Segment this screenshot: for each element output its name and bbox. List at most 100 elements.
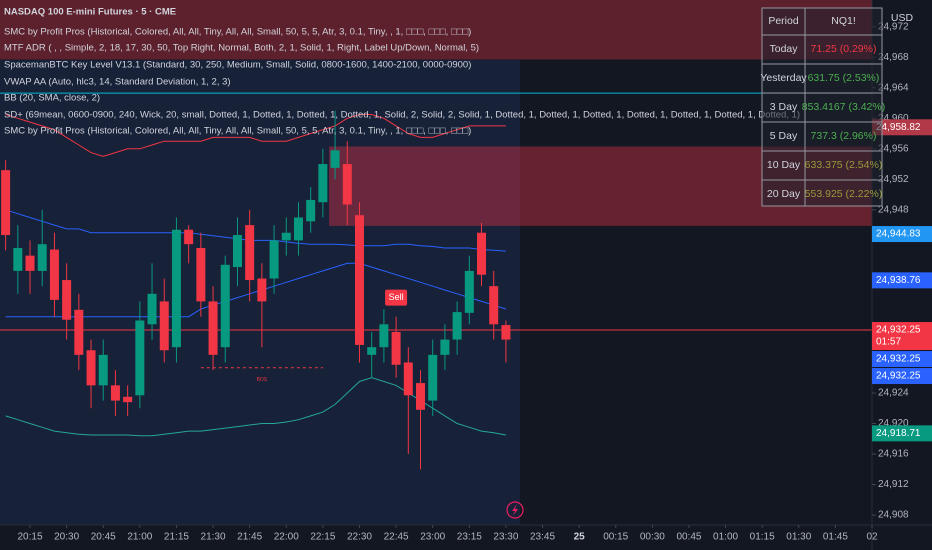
table-header: NQ1! — [831, 15, 856, 27]
x-tick-label: 01:00 — [713, 532, 738, 543]
currency[interactable]: USD — [891, 12, 914, 24]
table-cell: 71.25 (0.29%) — [811, 43, 877, 55]
indicator-legend[interactable]: SD+ (69mean, 0600-0900, 240, Wick, 20, s… — [4, 110, 800, 121]
y-tick-label: 24,924 — [878, 388, 909, 399]
x-tick-label: 21:00 — [127, 532, 152, 543]
x-tick-label: 20:15 — [18, 532, 43, 543]
candle-body — [220, 264, 230, 348]
candle-body — [245, 225, 255, 281]
candle-body — [477, 232, 487, 275]
price-label-text: 24,944.83 — [876, 229, 921, 240]
candle-body — [147, 293, 157, 325]
y-tick-label: 24,908 — [878, 510, 909, 521]
price-label-text: 24,938.76 — [876, 275, 921, 286]
indicator-legend[interactable]: SpacemanBTC Key Level V13.1 (Standard, 3… — [4, 60, 471, 71]
candle-body — [110, 385, 120, 401]
x-tick-label: 23:15 — [457, 532, 482, 543]
y-tick-label: 24,952 — [878, 174, 909, 185]
candle-body — [501, 325, 511, 340]
x-tick-label: 21:45 — [237, 532, 262, 543]
candle-body — [171, 229, 181, 348]
candle-body — [379, 324, 389, 348]
x-tick-label: 20:30 — [54, 532, 79, 543]
price-label-text: 24,958.82 — [876, 122, 921, 133]
x-tick-label: 22:45 — [384, 532, 409, 543]
candle-body — [416, 383, 426, 410]
y-tick-label: 24,972 — [878, 21, 909, 32]
x-tick-label: 22:00 — [274, 532, 299, 543]
price-label-text: 24,932.25 — [876, 325, 921, 336]
candle-body — [354, 215, 364, 345]
x-tick-label: 00:45 — [676, 532, 701, 543]
x-tick-label: 23:45 — [530, 532, 555, 543]
candle-body — [86, 350, 96, 386]
indicator-line — [5, 114, 506, 157]
price-label — [872, 322, 932, 351]
x-tick-label: 02 — [866, 532, 878, 543]
table-header: Period — [768, 15, 799, 27]
table-cell: Yesterday — [760, 72, 807, 84]
indicator-legend[interactable]: BB (20, SMA, close, 2) — [4, 93, 100, 104]
candle-body — [428, 354, 438, 401]
candle-body — [391, 331, 401, 365]
price-label — [872, 226, 932, 243]
candle-body — [74, 309, 84, 355]
price-label-text: 24,932.25 — [876, 354, 921, 365]
indicator-legend[interactable]: MTF ADR ( , , Simple, 2, 18, 17, 30, 50,… — [4, 43, 479, 54]
price-label — [872, 368, 932, 385]
price-label — [872, 351, 932, 368]
x-tick-label: 23:00 — [420, 532, 445, 543]
x-tick-label: 22:15 — [310, 532, 335, 543]
signal-label: Sell — [389, 292, 404, 302]
y-tick-label: 24,916 — [878, 449, 909, 460]
indicator-line — [5, 209, 506, 252]
price-label — [872, 119, 932, 136]
symbol-title[interactable]: NASDAQ 100 E-mini Futures · 5 · CME — [4, 7, 176, 18]
candle-body — [330, 150, 340, 168]
y-tick-label: 24,912 — [878, 479, 909, 490]
x-tick-label: 23:30 — [493, 532, 518, 543]
indicator-legend[interactable]: SMC by Profit Pros (Historical, Colored,… — [4, 126, 471, 137]
x-tick-label: 22:30 — [347, 532, 372, 543]
table-cell: 737.3 (2.96%) — [811, 130, 877, 142]
candle-body — [49, 249, 59, 300]
table-cell: 853.4167 (3.42%) — [802, 101, 885, 113]
candle-body — [98, 354, 108, 386]
candle-body — [342, 164, 352, 205]
y-tick-label: 24,956 — [878, 143, 909, 154]
candle-body — [269, 240, 279, 279]
y-tick-label: 24,968 — [878, 52, 909, 63]
signal-marker — [385, 289, 408, 306]
x-tick-label: 25 — [574, 532, 586, 543]
replay-icon[interactable] — [506, 501, 524, 519]
table-cell: Today — [769, 43, 798, 55]
candle-body — [159, 301, 169, 351]
level-label: BOS — [257, 377, 268, 383]
candle-body — [367, 347, 377, 355]
x-tick-label: 01:45 — [823, 532, 848, 543]
x-tick-label: 20:45 — [91, 532, 116, 543]
countdown: 01:57 — [876, 337, 901, 348]
table-cell: 20 Day — [767, 188, 801, 200]
y-tick-label: 24,964 — [878, 82, 909, 93]
candle-body — [208, 301, 218, 355]
candle-body — [196, 248, 206, 302]
candle-body — [37, 244, 47, 271]
x-tick-label: 21:15 — [164, 532, 189, 543]
candle-body — [25, 255, 35, 271]
candle-body — [281, 232, 291, 241]
indicator-legend[interactable]: SMC by Profit Pros (Historical, Colored,… — [4, 27, 471, 38]
x-tick-label: 00:30 — [640, 532, 665, 543]
x-tick-label: 00:15 — [603, 532, 628, 543]
candle-body — [232, 235, 242, 268]
candle-body — [62, 280, 72, 320]
candle-body — [123, 396, 133, 403]
table-cell: 553.925 (2.22%) — [805, 188, 883, 200]
table-cell: 631.75 (2.53%) — [808, 72, 880, 84]
x-tick-label: 01:30 — [786, 532, 811, 543]
table-cell: 10 Day — [767, 159, 801, 171]
indicator-legend[interactable]: VWAP AA (Auto, hlc3, 14, Standard Deviat… — [4, 77, 231, 88]
candle-body — [403, 362, 413, 396]
candle-body — [489, 286, 499, 325]
price-label-text: 24,932.25 — [876, 371, 921, 382]
